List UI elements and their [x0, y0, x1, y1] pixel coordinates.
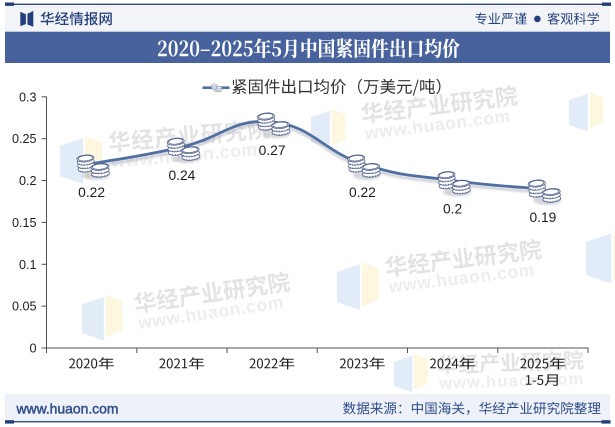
svg-text:0.22: 0.22 — [78, 185, 105, 200]
svg-text:0.2: 0.2 — [443, 202, 462, 217]
svg-text:0.19: 0.19 — [529, 210, 556, 225]
svg-text:0: 0 — [29, 342, 36, 356]
svg-text:0.1: 0.1 — [19, 258, 37, 272]
svg-text:0.27: 0.27 — [259, 143, 286, 158]
svg-text:0.3: 0.3 — [19, 90, 37, 104]
svg-text:0.24: 0.24 — [168, 168, 195, 183]
svg-text:0.22: 0.22 — [349, 185, 376, 200]
svg-text:www.huaon.com: www.huaon.com — [16, 400, 119, 416]
svg-text:0.05: 0.05 — [12, 300, 37, 314]
svg-text:0.25: 0.25 — [12, 132, 37, 146]
svg-text:0.15: 0.15 — [12, 216, 37, 230]
svg-text:0.2: 0.2 — [19, 174, 37, 188]
